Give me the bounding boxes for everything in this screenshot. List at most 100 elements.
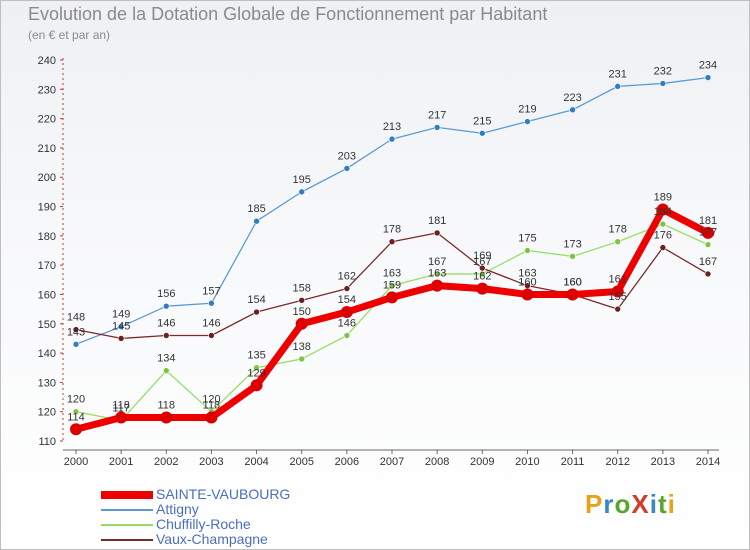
data-label-chuffilly-roche: 134: [157, 353, 175, 365]
x-tick-label: 2005: [289, 456, 313, 468]
data-label-chuffilly-roche: 167: [473, 256, 491, 268]
data-point-attigny: [478, 129, 486, 137]
data-label-vaux-champagne: 178: [383, 224, 401, 236]
legend-swatch-vaux-champagne: [101, 539, 153, 541]
data-point-chuffilly-roche: [433, 270, 441, 278]
x-tick-label: 2002: [154, 456, 178, 468]
data-label-vaux-champagne: 167: [699, 256, 717, 268]
data-label-attigny: 219: [518, 104, 536, 116]
data-label-attigny: 149: [112, 309, 130, 321]
series-line-attigny: [75, 76, 709, 345]
data-point-vaux-champagne: [704, 270, 712, 278]
data-label-sainte-vaubourg: 159: [383, 279, 401, 291]
y-tick-label: 200: [38, 172, 56, 184]
data-point-chuffilly-roche: [343, 332, 351, 339]
data-label-sainte-vaubourg: 160: [563, 276, 581, 288]
x-tick-label: 2004: [244, 456, 268, 468]
data-point-chuffilly-roche: [72, 408, 80, 415]
data-label-vaux-champagne: 162: [338, 271, 356, 283]
data-point-sainte-vaubourg: [340, 306, 353, 319]
data-label-vaux-champagne: 181: [428, 215, 446, 227]
data-label-chuffilly-roche: 163: [383, 268, 401, 280]
data-label-attigny: 232: [654, 65, 672, 77]
data-point-sainte-vaubourg: [295, 317, 308, 330]
data-point-attigny: [524, 118, 531, 125]
data-label-chuffilly-roche: 120: [202, 394, 220, 406]
data-point-vaux-champagne: [433, 229, 441, 237]
data-label-attigny: 195: [293, 174, 311, 186]
y-tick-label: 190: [38, 202, 56, 214]
data-label-vaux-champagne: 169: [473, 250, 491, 262]
legend-swatch-sainte-vaubourg: [101, 491, 153, 499]
data-label-sainte-vaubourg: 163: [428, 268, 446, 280]
data-label-sainte-vaubourg: 160: [518, 276, 536, 288]
y-tick-label: 170: [38, 260, 56, 272]
x-tick-label: 2013: [651, 456, 675, 468]
y-tick-label: 120: [38, 407, 56, 419]
data-point-chuffilly-roche: [524, 247, 531, 254]
x-tick-label: 2010: [515, 456, 539, 468]
data-label-vaux-champagne: 145: [112, 320, 130, 332]
data-point-sainte-vaubourg: [476, 282, 489, 295]
data-label-sainte-vaubourg: 150: [293, 306, 311, 318]
data-label-chuffilly-roche: 135: [247, 350, 265, 362]
x-tick-label: 2006: [335, 456, 359, 468]
data-point-chuffilly-roche: [162, 367, 170, 374]
data-point-chuffilly-roche: [704, 241, 712, 248]
data-point-attigny: [704, 74, 712, 81]
x-tick-label: 2011: [561, 456, 585, 468]
data-point-vaux-champagne: [253, 308, 260, 316]
data-point-attigny: [388, 135, 396, 143]
data-label-attigny: 213: [383, 121, 401, 133]
data-label-attigny: 157: [202, 285, 220, 297]
data-label-chuffilly-roche: 167: [428, 256, 446, 268]
x-tick-label: 2014: [696, 456, 720, 468]
data-point-attigny: [298, 188, 306, 196]
logo-letter: X: [631, 489, 650, 519]
data-point-attigny: [614, 83, 622, 90]
data-point-sainte-vaubourg: [115, 411, 128, 424]
legend-swatch-chuffilly-roche: [101, 524, 153, 526]
data-label-sainte-vaubourg: 118: [112, 400, 130, 412]
data-label-chuffilly-roche: 175: [518, 233, 536, 245]
data-point-attigny: [433, 124, 441, 131]
y-tick-label: 210: [38, 143, 56, 155]
data-point-attigny: [343, 165, 351, 172]
data-point-vaux-champagne: [478, 264, 486, 272]
data-label-attigny: 223: [563, 92, 581, 104]
data-label-attigny: 231: [609, 68, 627, 80]
data-label-sainte-vaubourg: 189: [654, 191, 672, 203]
logo-letter: o: [614, 489, 632, 519]
legend-swatch-attigny: [101, 509, 153, 511]
logo-letter: r: [603, 489, 615, 519]
data-label-vaux-champagne: 146: [157, 317, 175, 329]
logo-letter: i: [667, 489, 676, 519]
x-tick-label: 2008: [425, 456, 449, 468]
data-label-sainte-vaubourg: 118: [158, 400, 176, 412]
x-tick-label: 2001: [109, 456, 133, 468]
x-tick-label: 2000: [64, 456, 88, 468]
data-label-sainte-vaubourg: 114: [67, 411, 85, 423]
data-point-sainte-vaubourg: [702, 226, 714, 239]
data-point-chuffilly-roche: [253, 364, 260, 372]
data-point-vaux-champagne: [343, 285, 351, 292]
data-label-sainte-vaubourg: 154: [338, 294, 356, 306]
data-label-vaux-champagne: 160: [563, 276, 581, 288]
logo-letter: i: [649, 489, 658, 519]
x-tick-label: 2012: [605, 456, 629, 468]
chart-axes: 110 120 130 140 150 160 170 180 190 200 210 220 230 2…: [38, 55, 721, 468]
data-point-chuffilly-roche: [388, 282, 396, 289]
x-tick-label: 2007: [380, 456, 404, 468]
data-point-vaux-champagne: [162, 332, 170, 339]
data-point-attigny: [117, 323, 125, 331]
legend-label-chuffilly-roche: Chuffilly-Roche: [156, 516, 251, 532]
data-point-attigny: [72, 340, 80, 348]
x-tick-label: 2003: [199, 456, 223, 468]
data-point-attigny: [659, 80, 667, 87]
x-tick-label: 2009: [470, 456, 494, 468]
data-point-sainte-vaubourg: [611, 285, 624, 298]
data-point-vaux-champagne: [117, 335, 125, 342]
y-tick-label: 150: [38, 319, 56, 331]
